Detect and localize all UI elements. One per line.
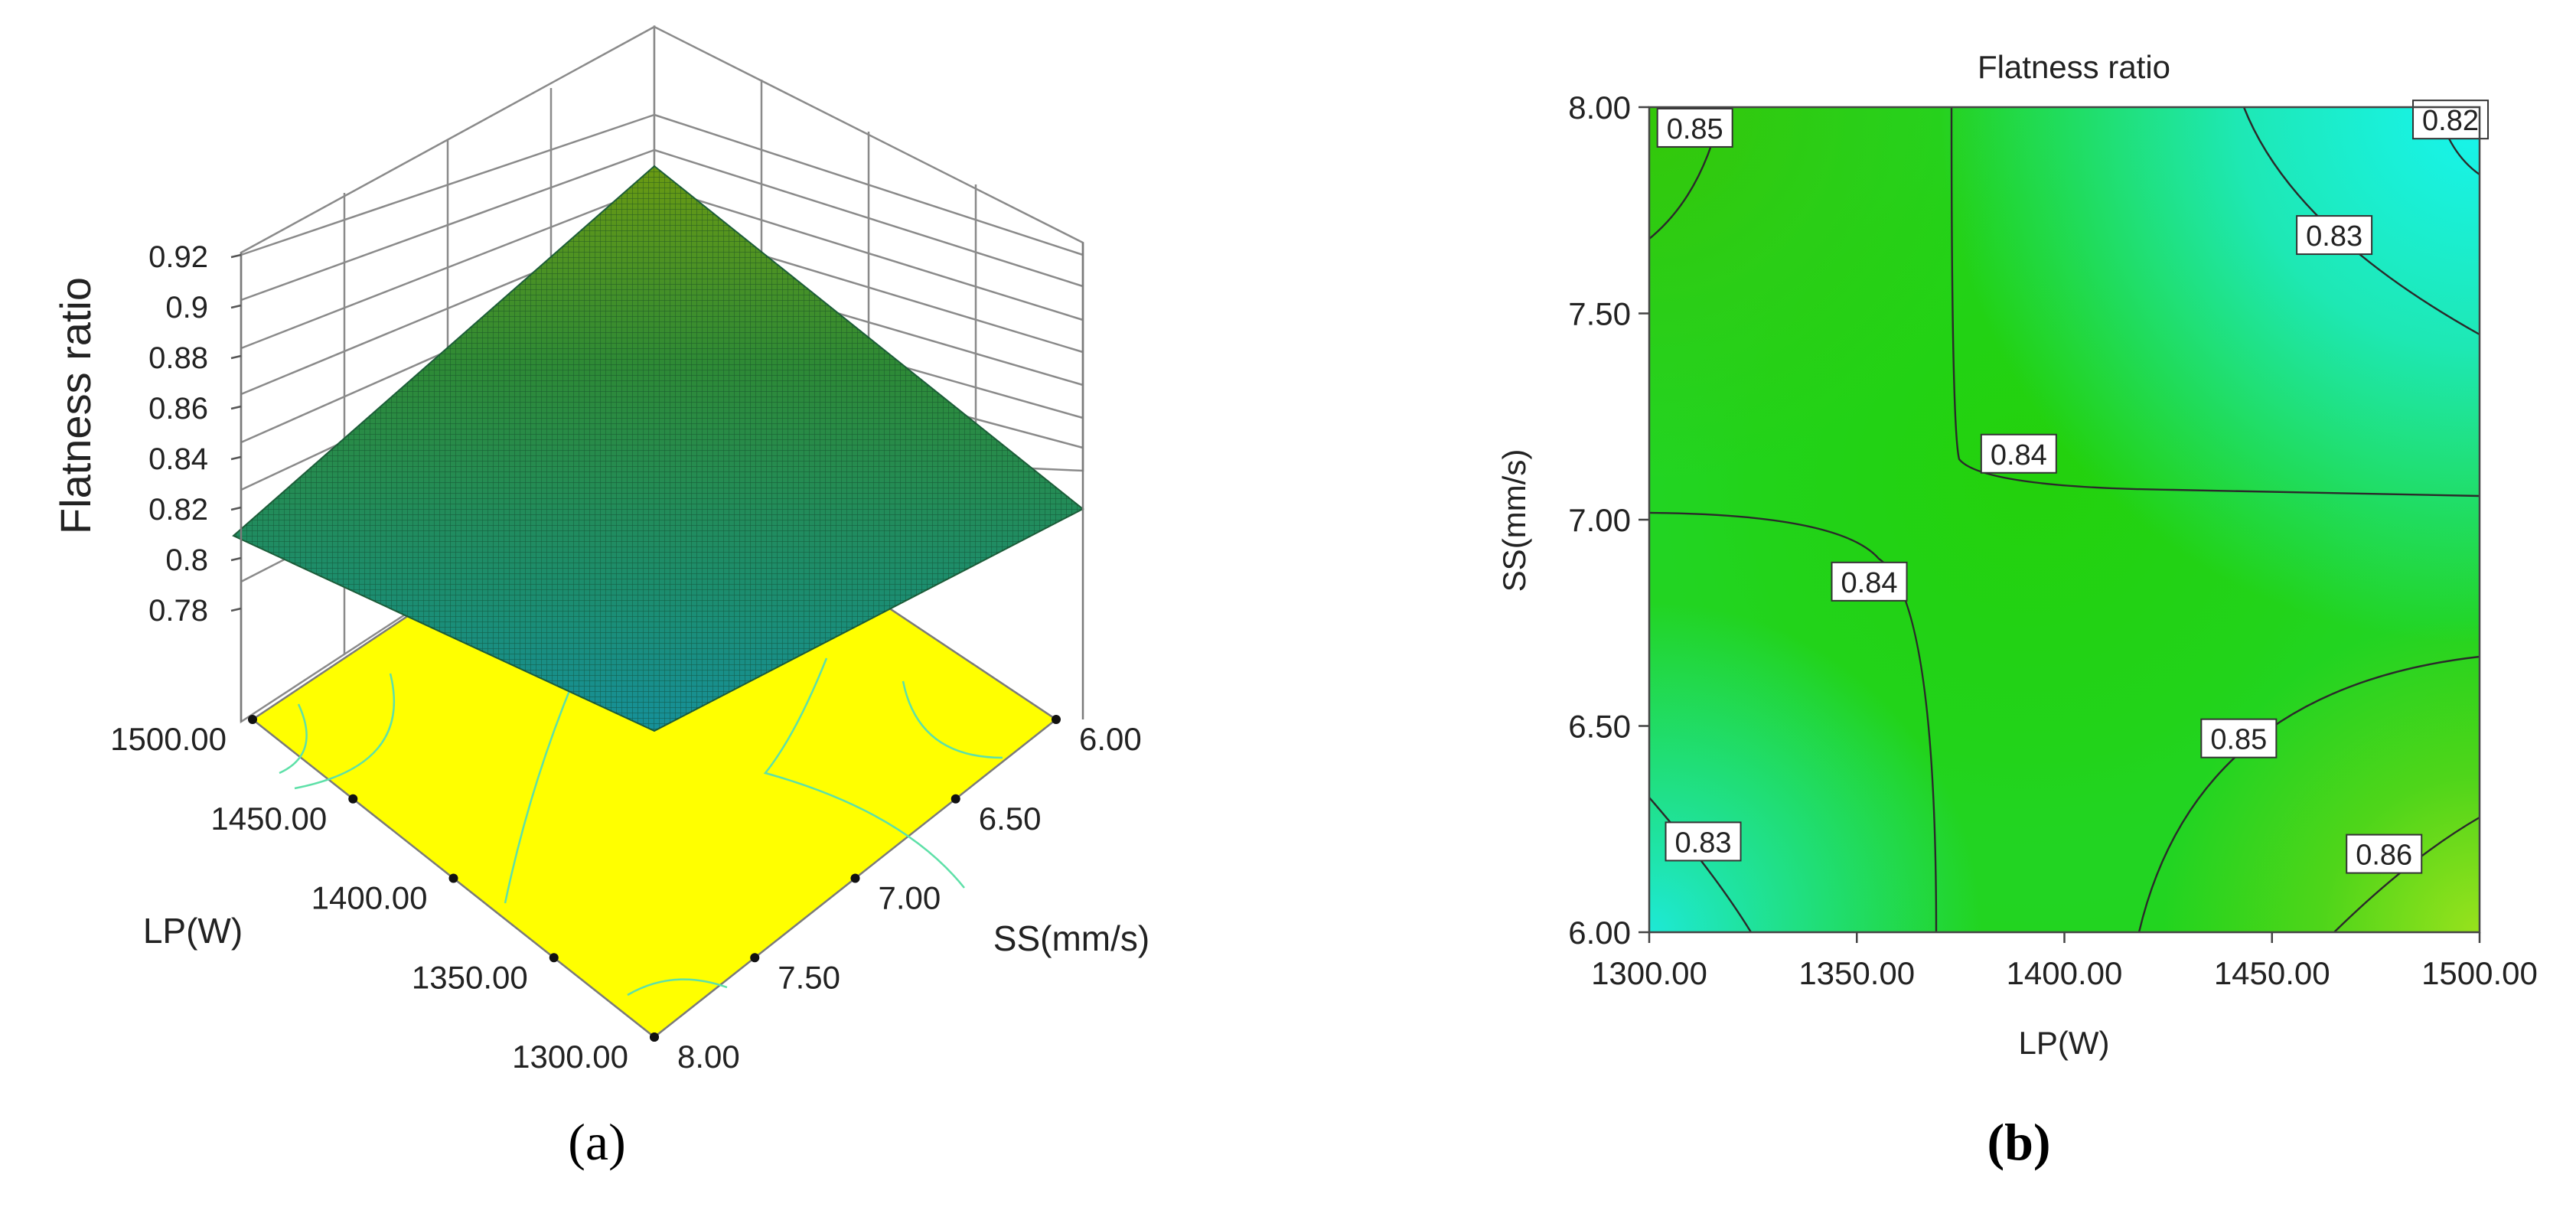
contour-label-text: 0.84 (1991, 439, 2047, 471)
contour-label-text: 0.85 (1667, 113, 1723, 145)
z-tick-mark (230, 556, 242, 562)
z-tick-label: 0.9 (165, 291, 208, 325)
y-tick-label: 6.50 (1568, 709, 1631, 745)
z-tick-label: 0.92 (148, 240, 208, 274)
z-tick-label: 0.86 (148, 392, 208, 426)
contour-label-text: 0.83 (1675, 827, 1732, 859)
ss-tick-mark (750, 953, 760, 963)
lp-tick-mark (549, 953, 559, 963)
contour-label: 0.84 (1980, 433, 2057, 474)
ss-tick-label: 6.50 (979, 801, 1042, 837)
contour-label: 0.83 (2296, 215, 2373, 256)
ss-tick-mark (951, 794, 960, 804)
panel-label-a: (a) (568, 1113, 625, 1171)
z-tick-label: 0.82 (148, 493, 208, 527)
z-tick-mark (230, 253, 242, 259)
contour-label: 0.83 (1665, 821, 1742, 862)
lp-tick-mark (348, 794, 358, 804)
contour-title: Flatness ratio (1978, 49, 2170, 85)
contour-label-box (2346, 833, 2423, 874)
x-tick-label: 1350.00 (1798, 955, 1915, 991)
x-tick-label: 1300.00 (1591, 955, 1707, 991)
lp-tick-label: 1350.00 (412, 959, 528, 995)
response-surface (232, 165, 1084, 732)
z-tick-mark (230, 607, 242, 612)
contour-label-text: 0.84 (1841, 567, 1898, 599)
box-edges (240, 243, 1084, 722)
lp-tick-label: 1450.00 (210, 801, 327, 837)
contour-label-box (2296, 215, 2373, 256)
contour-label-box (1665, 821, 1742, 862)
lp-tick-mark (248, 715, 257, 724)
z-tick-mark (230, 354, 242, 360)
z-tick-mark (230, 405, 242, 410)
z-tick-mark (230, 304, 242, 309)
lp-tick-label: 1300.00 (512, 1039, 628, 1075)
contour-label: 0.85 (2200, 718, 2278, 758)
ss-tick-mark (650, 1032, 659, 1042)
z-tick-label: 0.78 (148, 594, 208, 628)
y-tick-label: 8.00 (1568, 90, 1631, 126)
x-axis-label: LP(W) (2019, 1025, 2110, 1061)
y-axis-label: SS(mm/s) (1496, 449, 1532, 592)
ss-tick-label: 8.00 (677, 1039, 740, 1075)
contour-label-text: 0.83 (2306, 220, 2362, 253)
panel-a-surface-plot: 0.78 0.8 0.82 0.84 0.86 0.88 0.9 0.92 Flatness … (51, 24, 1149, 1171)
x-axis: 1300.00 1350.00 1400.00 1450.00 1500.00 (1591, 932, 2538, 991)
contour-label-box (2200, 718, 2278, 758)
ss-axis-label: SS(mm/s) (993, 918, 1149, 958)
contour-label: 0.85 (1656, 107, 1733, 148)
contour-label-text: 0.82 (2422, 105, 2479, 137)
contour-label-box (1656, 107, 1733, 148)
contour-label-box (1831, 561, 1908, 602)
lp-axis-label: LP(W) (143, 911, 243, 951)
contour-label: 0.86 (2346, 833, 2423, 874)
y-tick-label: 7.00 (1568, 502, 1631, 538)
panel-label-b: (b) (1987, 1113, 2050, 1171)
contour-label: 0.84 (1831, 561, 1908, 602)
x-tick-label: 1500.00 (2421, 955, 2538, 991)
lp-tick-mark (448, 873, 458, 883)
x-tick-label: 1400.00 (2007, 955, 2123, 991)
contour-0.83-bottom-left (1648, 797, 1753, 933)
y-tick-label: 6.00 (1568, 915, 1631, 951)
z-tick-mark (230, 455, 242, 461)
lp-tick-label: 1400.00 (311, 880, 428, 916)
contour-labels: 0.85 0.83 0.82 0.84 0.84 0.85 0.83 0.86 (1656, 99, 2490, 874)
panel-b-contour-plot: Flatness ratio 0.850.830.820.840.840.850… (1496, 49, 2538, 1171)
contour-0.84-upper (1950, 106, 2480, 497)
z-tick-label: 0.84 (148, 442, 208, 476)
x-tick-label: 1450.00 (2214, 955, 2330, 991)
ss-tick-mark (1052, 715, 1061, 724)
z-axis: 0.78 0.8 0.82 0.84 0.86 0.88 0.9 0.92 (148, 240, 242, 628)
y-axis: 6.00 6.50 7.00 7.50 8.00 (1568, 90, 1649, 951)
z-axis-label: Flatness ratio (51, 277, 99, 534)
z-tick-mark (230, 506, 242, 511)
lp-tick-label: 1500.00 (110, 721, 227, 757)
contour-label-text: 0.85 (2210, 724, 2267, 756)
ss-tick-label: 7.50 (778, 959, 840, 995)
ss-tick-label: 6.00 (1079, 721, 1142, 757)
ss-tick-mark (850, 873, 860, 883)
contour-label-box (1980, 433, 2057, 474)
ss-axis: 8.00 7.50 7.00 6.50 6.00 (650, 715, 1142, 1075)
floor-contours (279, 627, 1003, 997)
z-tick-label: 0.8 (165, 543, 208, 577)
contour-label: 0.82 (2412, 99, 2490, 140)
z-tick-label: 0.88 (148, 341, 208, 375)
ss-tick-label: 7.00 (879, 880, 941, 916)
lp-axis: 1300.00 1350.00 1400.00 1450.00 1500.00 (110, 715, 659, 1075)
y-tick-label: 7.50 (1568, 296, 1631, 332)
contour-label-text: 0.86 (2356, 840, 2412, 872)
